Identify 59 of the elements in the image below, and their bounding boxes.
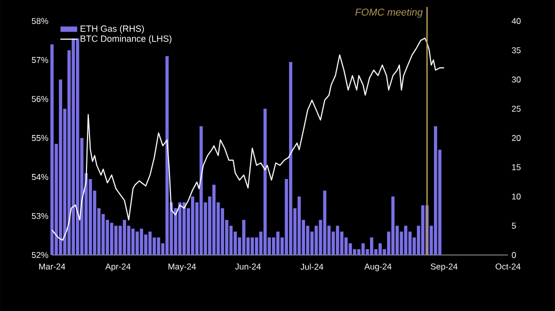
y2-tick-label: 30 — [512, 76, 521, 82]
bar — [148, 232, 152, 255]
x-tick-label: Apr-24 — [105, 264, 131, 272]
bar — [191, 196, 194, 255]
x-tick-label: Jul-24 — [300, 264, 324, 270]
bar — [336, 226, 340, 255]
bar — [58, 79, 62, 255]
y-tick-label: 58% — [32, 18, 48, 24]
y2-tick-label: 0 — [512, 252, 516, 258]
y2-tick-label: 10 — [512, 193, 521, 200]
bar — [276, 232, 280, 255]
bar — [114, 226, 118, 255]
bar — [298, 196, 301, 255]
bar — [165, 56, 169, 255]
bar — [156, 237, 160, 255]
bar — [76, 38, 80, 255]
x-tick-label: Mar-24 — [39, 264, 66, 270]
bar — [421, 205, 424, 255]
bar — [434, 126, 438, 255]
y2-tick-label: 25 — [512, 106, 521, 112]
bar — [378, 243, 382, 255]
y2-tick-label: 40 — [512, 18, 521, 24]
ref-line-label: FOMC meeting — [355, 8, 423, 18]
bar — [263, 108, 267, 255]
bar — [72, 38, 75, 255]
y-tick-label: 57% — [32, 57, 48, 63]
bar — [391, 196, 395, 255]
y2-tick-label: 15 — [512, 164, 521, 170]
y-tick-label: 55% — [32, 135, 48, 141]
bar — [200, 126, 203, 255]
y2-tick-label: 5 — [512, 222, 516, 229]
bar — [131, 228, 135, 255]
bar — [122, 220, 126, 255]
bar — [404, 226, 408, 255]
bar — [136, 232, 139, 255]
bar — [50, 44, 54, 255]
x-tick-label: Jun-24 — [235, 264, 261, 270]
bar — [242, 220, 246, 255]
bar — [289, 62, 292, 255]
y-tick-label: 52% — [32, 252, 48, 258]
bar — [250, 237, 254, 255]
bar — [370, 237, 374, 255]
legend-label: ETH Gas (RHS) — [80, 25, 144, 34]
y2-tick-label: 35 — [512, 47, 521, 54]
x-tick-label: Sep-24 — [430, 264, 458, 272]
bar — [212, 184, 216, 255]
y2-tick-label: 20 — [512, 134, 521, 141]
y-tick-label: 54% — [32, 174, 48, 180]
bar — [323, 190, 326, 255]
y-tick-label: 56% — [32, 96, 48, 102]
x-tick-label: Aug-24 — [364, 264, 392, 272]
bar — [178, 202, 182, 255]
legend-label: BTC Dominance (LHS) — [80, 35, 172, 44]
bar — [182, 202, 186, 255]
bar — [110, 222, 114, 255]
y-tick-label: 53% — [32, 212, 48, 219]
x-tick-label: Oct-24 — [496, 264, 521, 270]
x-tick-label: May-24 — [168, 264, 196, 272]
bar — [140, 228, 144, 255]
